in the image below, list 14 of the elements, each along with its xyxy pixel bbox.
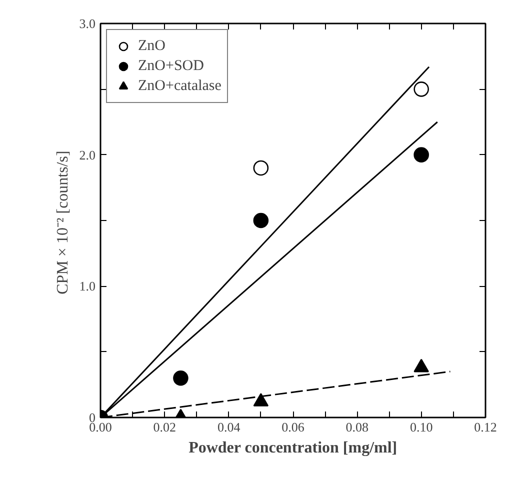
x-tick-label: 0.04 (217, 420, 241, 434)
x-tick-label: 0.10 (410, 420, 433, 434)
x-tick-label: 0.02 (153, 420, 176, 434)
y-axis-title: CPM × 10⁻² [counts/s] (54, 150, 72, 294)
y-tick-label: 3.0 (79, 16, 96, 31)
x-axis-title: Powder concentration [mg/ml] (188, 440, 398, 456)
x-tick-label: 0.12 (474, 420, 497, 434)
legend-label: ZnO+catalase (138, 78, 222, 94)
x-tick-label: 0.08 (346, 420, 369, 434)
legend-label: ZnO (138, 38, 166, 54)
legend-label: ZnO+SOD (138, 58, 204, 74)
y-tick-label: 2.0 (79, 147, 96, 162)
y-tick-label: 1.0 (79, 278, 96, 294)
x-tick-label: 0.06 (282, 420, 305, 434)
